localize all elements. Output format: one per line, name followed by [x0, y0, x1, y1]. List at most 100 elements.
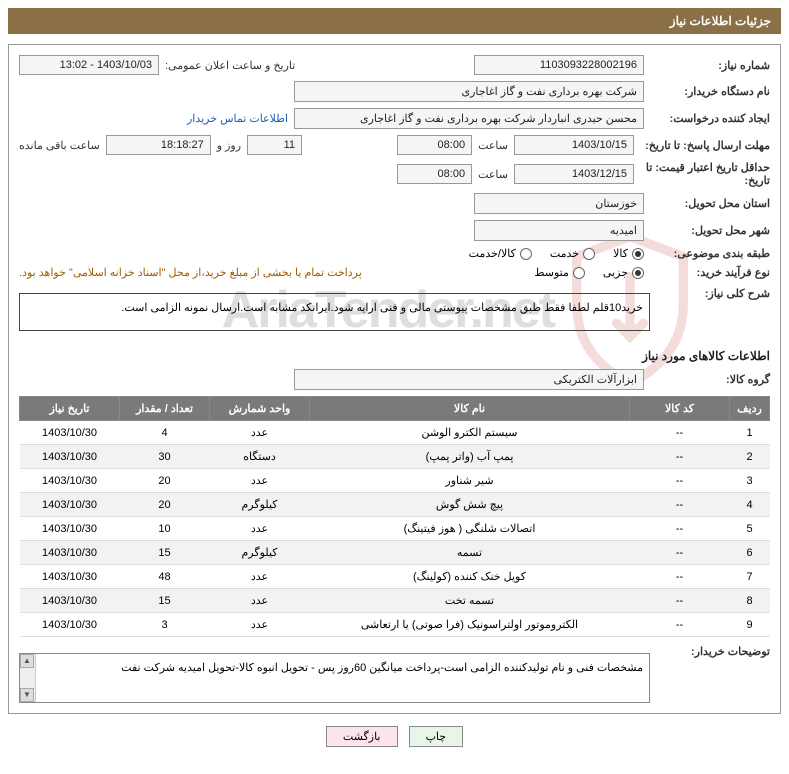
- cell-unit: کیلوگرم: [210, 541, 310, 565]
- cell-idx: 9: [730, 613, 770, 637]
- cell-qty: 30: [120, 445, 210, 469]
- cell-code: --: [630, 421, 730, 445]
- cell-date: 1403/10/30: [20, 493, 120, 517]
- radio-kalakhedmat-label: کالا/خدمت: [469, 247, 516, 260]
- cell-name: کویل خنک کننده (کولینگ): [310, 565, 630, 589]
- deadline-label: مهلت ارسال پاسخ: تا تاریخ:: [640, 139, 770, 152]
- radio-jozi-label: جزیی: [603, 266, 628, 279]
- cell-idx: 7: [730, 565, 770, 589]
- cell-code: --: [630, 493, 730, 517]
- process-type-label: نوع فرآیند خرید:: [650, 266, 770, 279]
- hour-label-2: ساعت: [478, 168, 508, 181]
- overall-desc-text: خرید10قلم لطفا فقط طبق مشخصات پیوستی مال…: [121, 302, 643, 314]
- th-name: نام کالا: [310, 397, 630, 421]
- table-row: 6--تسمهکیلوگرم151403/10/30: [20, 541, 770, 565]
- cell-qty: 3: [120, 613, 210, 637]
- need-no-label: شماره نیاز:: [650, 59, 770, 72]
- days-label: روز و: [217, 139, 241, 152]
- table-header-row: ردیف کد کالا نام کالا واحد شمارش تعداد /…: [20, 397, 770, 421]
- scroll-up-icon[interactable]: ▲: [20, 654, 34, 668]
- radio-khedmat-label: خدمت: [550, 247, 579, 260]
- cell-qty: 4: [120, 421, 210, 445]
- time-left-label: ساعت باقی مانده: [19, 139, 100, 152]
- buyer-notes-label: توضیحات خریدار:: [650, 645, 770, 658]
- cell-qty: 48: [120, 565, 210, 589]
- days-remaining: 11: [247, 135, 302, 155]
- table-row: 2--پمپ آب (واتر پمپ)دستگاه301403/10/30: [20, 445, 770, 469]
- group-label: گروه کالا:: [650, 373, 770, 386]
- subject-class-radio-group: کالا خدمت کالا/خدمت: [469, 247, 644, 260]
- table-row: 5--اتصالات شلنگی ( هوز فیتینگ)عدد101403/…: [20, 517, 770, 541]
- print-button[interactable]: چاپ: [409, 726, 464, 747]
- cell-code: --: [630, 469, 730, 493]
- details-panel: شماره نیاز: 1103093228002196 تاریخ و ساع…: [8, 44, 781, 714]
- cell-name: شیر شناور: [310, 469, 630, 493]
- panel-title: جزئیات اطلاعات نیاز: [8, 8, 781, 34]
- cell-unit: عدد: [210, 517, 310, 541]
- need-no-value: 1103093228002196: [474, 55, 644, 75]
- cell-idx: 4: [730, 493, 770, 517]
- th-date: تاریخ نیاز: [20, 397, 120, 421]
- buyer-notes-box[interactable]: ▲ ▼ مشخصات فنی و نام تولیدکننده الزامی ا…: [19, 653, 650, 703]
- radio-jozi[interactable]: [632, 267, 644, 279]
- time-remaining: 18:18:27: [106, 135, 211, 155]
- validity-label: حداقل تاریخ اعتبار قیمت: تا تاریخ:: [640, 161, 770, 187]
- cell-qty: 20: [120, 493, 210, 517]
- announce-value: 1403/10/03 - 13:02: [19, 55, 159, 75]
- cell-date: 1403/10/30: [20, 445, 120, 469]
- cell-date: 1403/10/30: [20, 613, 120, 637]
- button-row: چاپ بازگشت: [8, 726, 781, 747]
- payment-note: پرداخت تمام یا بخشی از مبلغ خرید،از محل …: [19, 266, 362, 279]
- cell-qty: 15: [120, 541, 210, 565]
- requester-value: محسن حیدری انباردار شرکت بهره برداری نفت…: [294, 108, 644, 129]
- cell-unit: عدد: [210, 469, 310, 493]
- th-qty: تعداد / مقدار: [120, 397, 210, 421]
- radio-motavaset-label: متوسط: [534, 266, 569, 279]
- items-info-title: اطلاعات کالاهای مورد نیاز: [19, 349, 770, 363]
- scrollbar[interactable]: ▲ ▼: [20, 654, 36, 702]
- cell-code: --: [630, 445, 730, 469]
- radio-kala-label: کالا: [613, 247, 628, 260]
- back-button[interactable]: بازگشت: [326, 726, 398, 747]
- requester-label: ایجاد کننده درخواست:: [650, 112, 770, 125]
- radio-khedmat[interactable]: [583, 248, 595, 260]
- cell-unit: عدد: [210, 421, 310, 445]
- cell-date: 1403/10/30: [20, 469, 120, 493]
- cell-name: پیچ شش گوش: [310, 493, 630, 517]
- cell-unit: عدد: [210, 589, 310, 613]
- cell-name: پمپ آب (واتر پمپ): [310, 445, 630, 469]
- cell-date: 1403/10/30: [20, 421, 120, 445]
- radio-kalakhedmat[interactable]: [520, 248, 532, 260]
- announce-label: تاریخ و ساعت اعلان عمومی:: [165, 59, 295, 72]
- cell-code: --: [630, 613, 730, 637]
- validity-hour: 08:00: [397, 164, 472, 184]
- items-table: ردیف کد کالا نام کالا واحد شمارش تعداد /…: [19, 396, 770, 637]
- group-value: ابزارآلات الکتریکی: [294, 369, 644, 390]
- city-value: امیدیه: [474, 220, 644, 241]
- cell-idx: 5: [730, 517, 770, 541]
- cell-unit: دستگاه: [210, 445, 310, 469]
- cell-name: اتصالات شلنگی ( هوز فیتینگ): [310, 517, 630, 541]
- deadline-hour: 08:00: [397, 135, 472, 155]
- cell-code: --: [630, 565, 730, 589]
- cell-name: سیستم الکترو الوشن: [310, 421, 630, 445]
- overall-desc-box: خرید10قلم لطفا فقط طبق مشخصات پیوستی مال…: [19, 293, 650, 331]
- cell-name: الکتروموتور اولتراسونیک (فرا صوتی) یا ار…: [310, 613, 630, 637]
- cell-date: 1403/10/30: [20, 541, 120, 565]
- cell-idx: 1: [730, 421, 770, 445]
- cell-date: 1403/10/30: [20, 565, 120, 589]
- radio-kala[interactable]: [632, 248, 644, 260]
- subject-class-label: طبقه بندی موضوعی:: [650, 247, 770, 260]
- cell-qty: 20: [120, 469, 210, 493]
- radio-motavaset[interactable]: [573, 267, 585, 279]
- validity-date: 1403/12/15: [514, 164, 634, 184]
- cell-idx: 6: [730, 541, 770, 565]
- table-row: 9--الکتروموتور اولتراسونیک (فرا صوتی) یا…: [20, 613, 770, 637]
- cell-unit: عدد: [210, 613, 310, 637]
- city-label: شهر محل تحویل:: [650, 224, 770, 237]
- cell-idx: 8: [730, 589, 770, 613]
- scroll-down-icon[interactable]: ▼: [20, 688, 34, 702]
- process-type-radio-group: جزیی متوسط: [534, 266, 644, 279]
- hour-label-1: ساعت: [478, 139, 508, 152]
- contact-buyer-link[interactable]: اطلاعات تماس خریدار: [187, 112, 288, 125]
